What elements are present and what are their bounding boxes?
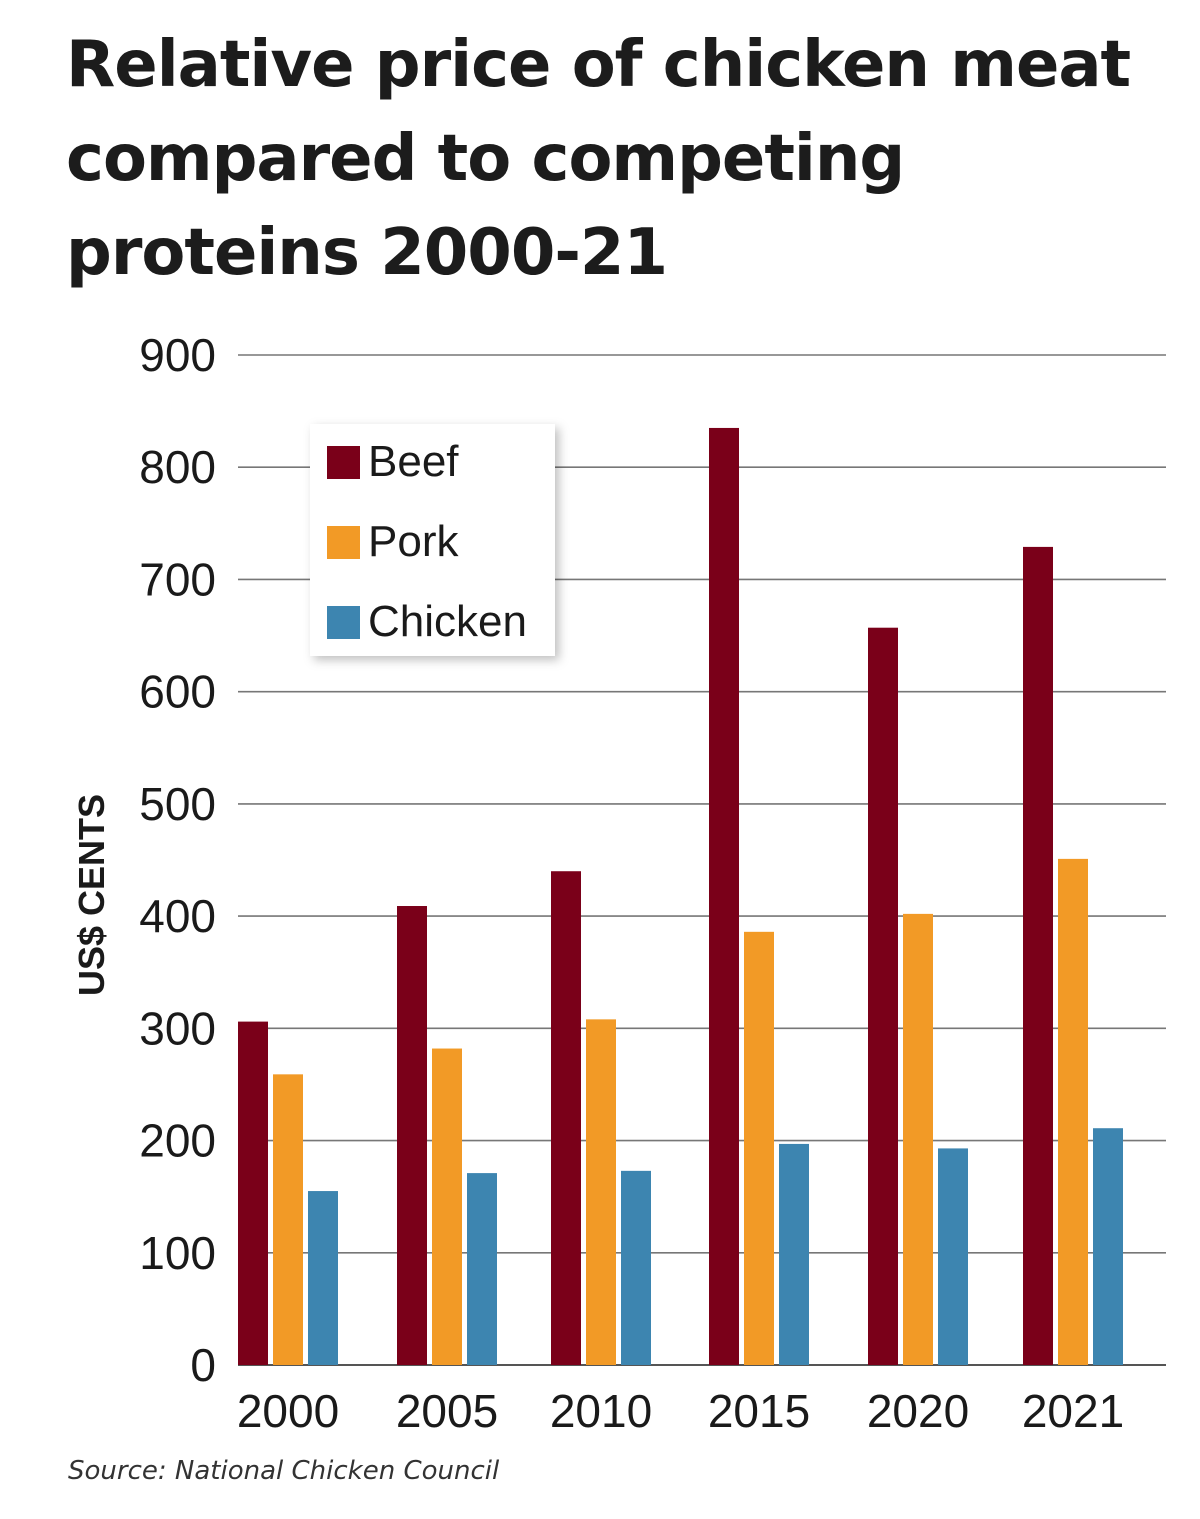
y-tick-label: 100 <box>139 1227 216 1279</box>
x-tick-label: 2021 <box>1022 1385 1124 1437</box>
legend-label-chicken: Chicken <box>368 597 527 646</box>
bar-beef-2020 <box>868 627 898 1365</box>
x-axis-ticks: 2000 2005 2010 2015 2020 2021 <box>237 1385 1124 1437</box>
y-tick-label: 700 <box>139 553 216 605</box>
legend-swatch-chicken <box>327 606 360 639</box>
bar-pork-2020 <box>903 913 933 1365</box>
bar-chicken-2000 <box>308 1191 338 1365</box>
bar-beef-2015 <box>709 427 739 1365</box>
y-tick-label: 800 <box>139 441 216 493</box>
bar-beef-2010 <box>551 871 581 1365</box>
y-tick-label: 900 <box>139 329 216 381</box>
bar-chicken-2020 <box>938 1148 968 1365</box>
y-axis-ticks: 0 100 200 300 400 500 600 700 800 900 <box>139 329 216 1391</box>
bar-beef-2021 <box>1023 546 1053 1365</box>
gridlines <box>238 354 1166 1366</box>
y-tick-label: 500 <box>139 778 216 830</box>
legend-swatch-pork <box>327 526 360 559</box>
x-tick-label: 2000 <box>237 1385 339 1437</box>
bar-pork-2015 <box>744 931 774 1365</box>
chart-title: Relative price of chicken meat compared … <box>66 28 1131 290</box>
y-tick-label: 200 <box>139 1115 216 1167</box>
source-note: Source: National Chicken Council <box>68 1456 500 1486</box>
y-tick-label: 600 <box>139 666 216 718</box>
bars <box>238 427 1123 1365</box>
y-tick-label: 400 <box>139 890 216 942</box>
bar-pork-2005 <box>432 1048 462 1365</box>
legend-label-pork: Pork <box>368 517 459 566</box>
bar-chicken-2005 <box>467 1173 497 1365</box>
x-tick-label: 2015 <box>708 1385 810 1437</box>
x-tick-label: 2005 <box>396 1385 498 1437</box>
bar-chicken-2015 <box>779 1143 809 1365</box>
bar-beef-2000 <box>238 1021 268 1365</box>
y-axis-label: US$ CENTS <box>71 794 112 996</box>
bar-pork-2021 <box>1058 858 1088 1365</box>
x-tick-label: 2010 <box>550 1385 652 1437</box>
y-tick-label: 0 <box>190 1339 216 1391</box>
legend: Beef Pork Chicken <box>310 424 555 656</box>
bar-chicken-2021 <box>1093 1128 1123 1365</box>
bar-beef-2005 <box>397 906 427 1365</box>
y-tick-label: 300 <box>139 1002 216 1054</box>
legend-swatch-beef <box>327 446 360 479</box>
bar-pork-2010 <box>586 1019 616 1365</box>
bar-pork-2000 <box>273 1074 303 1365</box>
x-tick-label: 2020 <box>867 1385 969 1437</box>
bar-chicken-2010 <box>621 1170 651 1365</box>
legend-label-beef: Beef <box>368 437 459 486</box>
